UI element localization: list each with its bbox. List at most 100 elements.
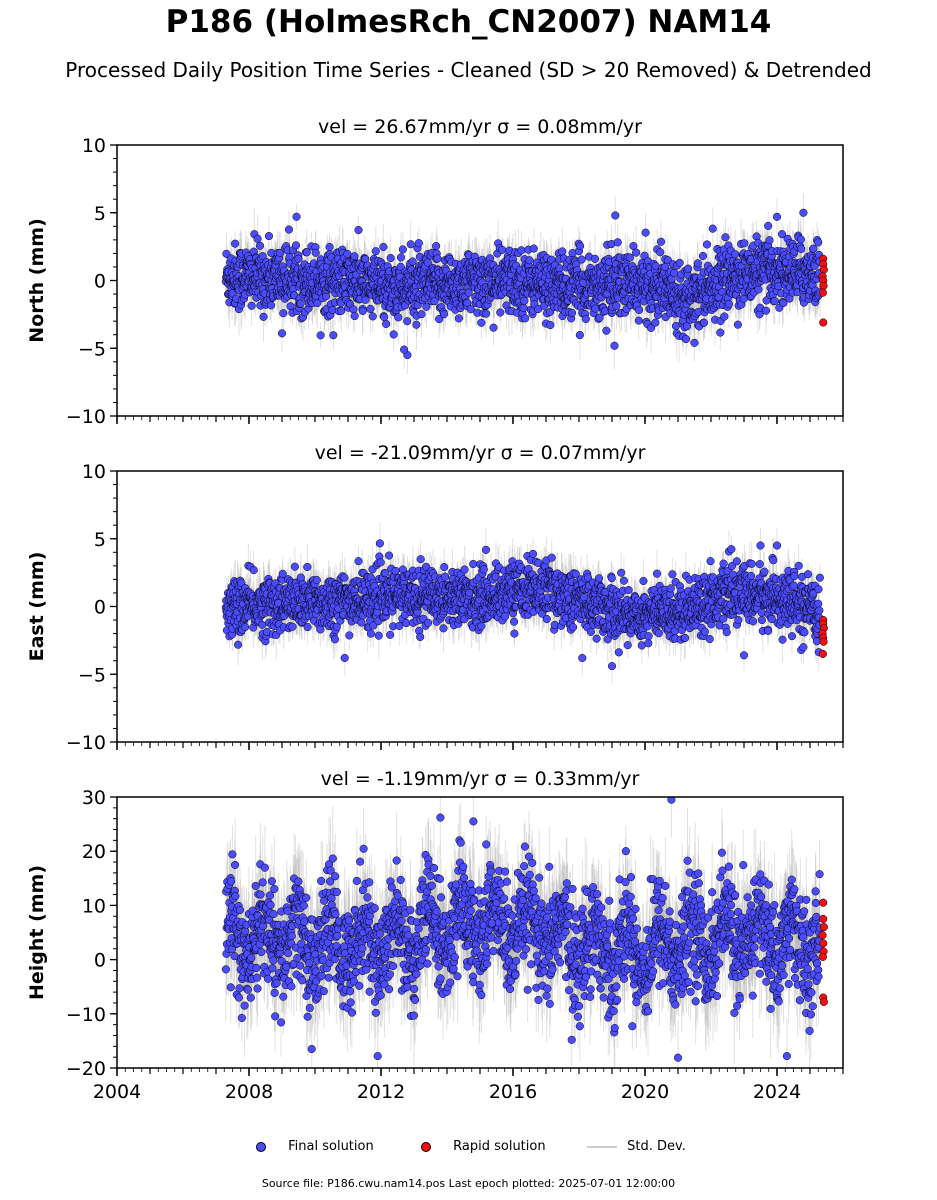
panel-north: vel = 26.67mm/yr σ = 0.08mm/yr North (mm)… xyxy=(26,116,844,428)
final-solution-point xyxy=(754,285,763,294)
final-solution-point xyxy=(433,254,442,263)
final-solution-point xyxy=(724,300,733,309)
final-solution-point xyxy=(525,256,534,265)
final-solution-point xyxy=(292,212,301,221)
final-solution-point xyxy=(435,315,444,324)
final-solution-point xyxy=(329,331,338,340)
figure-title: P186 (HolmesRch_CN2007) NAM14 xyxy=(165,4,772,40)
rapid-solution-point xyxy=(819,265,828,274)
final-solution-point xyxy=(567,308,577,317)
final-solution-point xyxy=(423,258,432,267)
final-solution-point xyxy=(247,301,256,310)
final-solution-point xyxy=(291,241,301,250)
final-solution-point xyxy=(279,309,288,318)
final-solution-point xyxy=(797,244,806,253)
final-solution-point xyxy=(602,326,611,335)
final-solution-point xyxy=(396,253,406,262)
final-solution-point xyxy=(489,323,498,332)
ytick-label: 10 xyxy=(82,135,106,157)
final-solution-point xyxy=(558,247,567,256)
final-solution-point xyxy=(799,208,808,217)
final-solution-point xyxy=(264,232,273,241)
rapid-solution-point xyxy=(819,281,828,290)
rapid-solution-point xyxy=(819,318,828,327)
final-solution-point xyxy=(656,237,666,246)
final-solution-point xyxy=(635,305,644,314)
final-solution-point xyxy=(546,321,555,330)
rapid-points-north xyxy=(818,254,828,327)
final-solution-point xyxy=(613,238,622,247)
final-solution-point xyxy=(302,248,311,257)
final-solution-point xyxy=(296,299,305,308)
final-solution-point xyxy=(337,306,346,315)
final-points-north xyxy=(221,208,824,360)
final-solution-point xyxy=(693,259,702,268)
final-solution-point xyxy=(439,310,449,319)
final-solution-point xyxy=(809,244,818,253)
final-solution-point xyxy=(231,239,240,248)
final-solution-point xyxy=(496,308,505,317)
final-solution-point xyxy=(253,234,262,243)
final-solution-point xyxy=(284,225,293,234)
final-solution-point xyxy=(520,296,529,305)
final-solution-point xyxy=(698,251,708,260)
final-solution-point xyxy=(733,320,742,329)
final-solution-point xyxy=(690,338,699,347)
final-solution-point xyxy=(716,328,725,337)
final-solution-point xyxy=(408,257,417,266)
final-solution-point xyxy=(721,233,730,242)
final-solution-point xyxy=(651,318,660,327)
ytick-label: −10 xyxy=(66,406,106,428)
final-solution-point xyxy=(259,312,268,321)
final-solution-point xyxy=(403,317,412,326)
final-solution-point xyxy=(577,255,586,264)
figure-subtitle: Processed Daily Position Time Series - C… xyxy=(65,58,872,82)
final-solution-point xyxy=(576,241,585,251)
final-solution-point xyxy=(406,240,415,249)
final-solution-point xyxy=(700,318,709,327)
final-solution-point xyxy=(350,252,359,261)
final-solution-point xyxy=(277,329,287,338)
final-solution-point xyxy=(575,331,584,340)
final-solution-point xyxy=(670,268,679,278)
panel-title-north: vel = 26.67mm/yr σ = 0.08mm/yr xyxy=(318,116,642,138)
final-solution-point xyxy=(382,319,391,328)
final-solution-point xyxy=(258,252,267,261)
final-solution-point xyxy=(611,211,620,220)
final-solution-point xyxy=(814,238,823,247)
final-solution-point xyxy=(477,318,486,327)
ytick-label: 0 xyxy=(94,271,106,293)
final-solution-point xyxy=(379,242,388,251)
final-solution-point xyxy=(255,241,265,250)
final-solution-point xyxy=(325,242,334,252)
final-solution-point xyxy=(389,330,398,339)
final-solution-point xyxy=(398,245,407,254)
final-solution-point xyxy=(498,245,507,254)
final-solution-point xyxy=(414,239,423,248)
final-solution-point xyxy=(555,264,564,273)
final-solution-point xyxy=(777,230,787,239)
final-solution-point xyxy=(651,261,660,270)
final-solution-point xyxy=(675,258,684,267)
final-solution-point xyxy=(684,264,693,273)
final-solution-point xyxy=(761,306,771,315)
final-solution-point xyxy=(276,248,285,257)
rapid-solution-point xyxy=(818,288,827,297)
final-solution-point xyxy=(294,254,303,263)
final-solution-point xyxy=(358,306,367,315)
final-solution-point xyxy=(394,313,403,322)
final-solution-point xyxy=(641,228,650,237)
final-solution-point xyxy=(454,314,463,323)
final-solution-point xyxy=(702,240,712,249)
final-solution-point xyxy=(595,313,604,322)
final-solution-point xyxy=(366,304,375,313)
final-solution-point xyxy=(656,248,665,257)
final-solution-point xyxy=(770,296,779,306)
final-solution-point xyxy=(590,254,600,263)
final-solution-point xyxy=(765,236,774,245)
final-solution-point xyxy=(430,297,439,306)
final-solution-point xyxy=(610,341,619,350)
final-solution-point xyxy=(380,313,389,322)
